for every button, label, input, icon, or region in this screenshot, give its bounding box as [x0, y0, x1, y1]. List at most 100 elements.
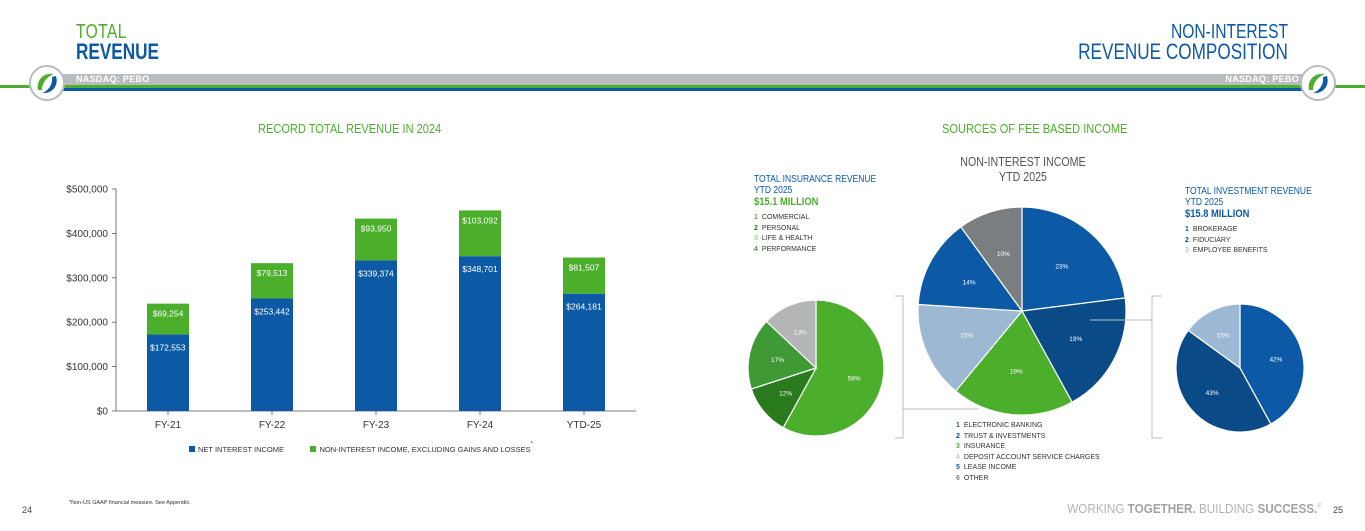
bar-non-interest	[355, 218, 397, 261]
insurance-pie-slice	[747, 320, 818, 390]
investment-pie-slice	[1187, 303, 1241, 370]
investment-head-line1: TOTAL INVESTMENT REVENUE	[1185, 186, 1312, 197]
tagline: WORKING TOGETHER. BUILDING SUCCESS.®	[1066, 501, 1321, 516]
main-pie-slice	[1021, 206, 1126, 312]
left-section-title: RECORD TOTAL REVENUE IN 2024	[258, 121, 442, 136]
y-tick-label: $400,000	[66, 229, 108, 240]
x-tick-label: FY-21	[155, 420, 182, 431]
main-pie-value-label: 15%	[960, 332, 973, 339]
main-legend-item-3: 3 INSURANCE	[956, 443, 1006, 450]
bar-data-label: $172,553	[150, 342, 186, 352]
main-legend-item-2: 2 TRUST & INVESTMENTS	[956, 432, 1046, 440]
legend-swatch-non-interest	[310, 446, 317, 452]
main-pie-slice	[917, 226, 1024, 312]
bar-data-label: $339,374	[358, 268, 394, 278]
insurance-pie-value-label: 17%	[771, 357, 784, 364]
main-legend-item-1: 1 ELECTRONIC BANKING	[956, 422, 1043, 429]
investment-pie-slice	[1175, 329, 1272, 433]
investment-amount: $15.8 MILLION	[1185, 208, 1250, 220]
bar-data-label: $264,181	[566, 302, 602, 312]
legend-label-non-interest: NON-INTEREST INCOME, EXCLUDING GAINS AND…	[319, 445, 531, 454]
main-pie-value-label: 19%	[1010, 369, 1023, 376]
left-logo-icon	[29, 65, 65, 101]
left-header-band	[55, 74, 697, 85]
main-pie-legend: 1 ELECTRONIC BANKING 2 TRUST & INVESTMENTS…	[956, 421, 1100, 484]
investment-item-1: 1 BROKERAGE	[1185, 226, 1238, 233]
bar-net-interest	[147, 334, 189, 411]
bar-data-label: $103,092	[462, 215, 498, 225]
left-ticker: NASDAQ: PEBO	[76, 74, 150, 84]
main-legend-item-5: 5 LEASE INCOME	[956, 464, 1017, 471]
insurance-amount: $15.1 MILLION	[754, 196, 819, 208]
bar-net-interest	[355, 260, 397, 411]
right-title-line2: REVENUE COMPOSITION	[1078, 39, 1288, 64]
y-tick-label: $500,000	[66, 185, 108, 196]
insurance-pie-value-label: 13%	[794, 329, 807, 336]
bar-legend: NET INTEREST INCOME NON-INTEREST INCOME,…	[189, 439, 533, 457]
legend-swatch-net-interest	[189, 446, 195, 452]
investment-item-2: 2 FIDUCIARY	[1185, 236, 1231, 244]
insurance-pie-slice	[782, 299, 885, 437]
bar-non-interest	[563, 257, 605, 294]
insurance-head-line1: TOTAL INSURANCE REVENUE	[754, 174, 877, 185]
insurance-item-2: 2 PERSONAL	[754, 224, 801, 232]
bar-net-interest	[563, 293, 605, 411]
insurance-pie-value-label: 12%	[779, 391, 792, 398]
legend-label-net-interest: NET INTEREST INCOME	[198, 445, 284, 454]
bar-net-interest	[459, 256, 501, 411]
insurance-item-1: 1 COMMERCIAL	[754, 214, 810, 221]
investment-pie-slice	[1239, 303, 1305, 425]
right-logo-icon	[1300, 65, 1336, 101]
right-blue-stripe	[697, 88, 1310, 91]
main-legend-item-6: 6 OTHER	[956, 474, 989, 482]
right-ticker: NASDAQ: PEBO	[1225, 74, 1299, 84]
insurance-head-line2: YTD 2025	[754, 185, 793, 196]
y-tick-label: $300,000	[66, 273, 108, 284]
bar-data-label: $93,950	[361, 224, 392, 234]
main-pie-value-label: 10%	[997, 251, 1010, 258]
main-pie-slice	[917, 303, 1024, 392]
bar-data-label: $253,442	[254, 306, 290, 316]
bar-data-label: $348,701	[462, 264, 498, 274]
bar-non-interest	[459, 210, 501, 257]
pie-charts: 23% 19% 19% 15% 14% 10% 58% 12% 17% 13% 42% 43% 15%	[747, 206, 1305, 439]
bar-data-label: $81,507	[569, 263, 600, 273]
right-green-stripe	[697, 85, 1365, 88]
investment-block: TOTAL INVESTMENT REVENUE YTD 2025 $15.8 …	[1185, 186, 1334, 257]
legend-footnote-mark: *	[530, 441, 533, 448]
y-tick-label: $200,000	[66, 318, 108, 329]
investment-head-line2: YTD 2025	[1185, 197, 1224, 208]
right-section-title: SOURCES OF FEE BASED INCOME	[942, 121, 1128, 136]
investment-pie-value-label: 15%	[1217, 332, 1230, 339]
left-title-line2: REVENUE	[76, 39, 159, 64]
main-pie-title: NON-INTEREST INCOME YTD 2025	[941, 154, 1105, 184]
insurance-pie-slice	[765, 299, 817, 370]
right-page-number: 25	[1333, 505, 1344, 515]
insurance-item-4: 4 PERFORMANCE	[754, 245, 817, 253]
main-pie-value-label: 14%	[963, 279, 976, 286]
main-pie-slice	[954, 309, 1073, 416]
x-tick-label: FY-22	[259, 420, 286, 431]
insurance-pie-value-label: 58%	[848, 375, 861, 382]
main-pie-value-label: 19%	[1069, 336, 1082, 343]
bar-non-interest	[251, 263, 293, 299]
y-tick-label: $0	[97, 407, 109, 418]
x-tick-label: FY-24	[467, 420, 494, 431]
footnote: *Non-US GAAP financial measure. See Appe…	[69, 500, 191, 506]
investment-pie-value-label: 43%	[1206, 390, 1219, 397]
right-header-band	[697, 74, 1310, 85]
bar-data-label: $69,254	[153, 309, 184, 319]
investment-pie-value-label: 42%	[1269, 356, 1282, 363]
left-blue-stripe	[55, 88, 697, 91]
investment-item-3: 3 EMPLOYEE BENEFITS	[1185, 247, 1268, 254]
main-pie-slice	[1021, 297, 1127, 403]
insurance-bracket	[895, 295, 904, 439]
main-legend-item-4: 4 DEPOSIT ACCOUNT SERVICE CHARGES	[956, 453, 1100, 461]
y-tick-label: $100,000	[66, 362, 108, 373]
right-title-line1: NON-INTEREST	[1171, 21, 1288, 43]
revenue-bar-chart: $0 $100,000 $200,000 $300,000 $400,000 $500,0…	[66, 185, 636, 431]
x-tick-label: YTD-25	[567, 420, 602, 431]
left-green-stripe	[0, 85, 697, 88]
main-pie-title-line2: YTD 2025	[998, 169, 1047, 184]
main-pie-title-line1: NON-INTEREST INCOME	[960, 154, 1086, 169]
